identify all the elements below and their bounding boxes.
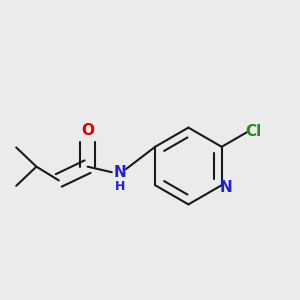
Text: N: N (113, 165, 126, 180)
Text: Cl: Cl (245, 124, 262, 139)
Text: H: H (114, 180, 125, 193)
Text: O: O (81, 123, 94, 138)
Text: N: N (219, 180, 232, 195)
